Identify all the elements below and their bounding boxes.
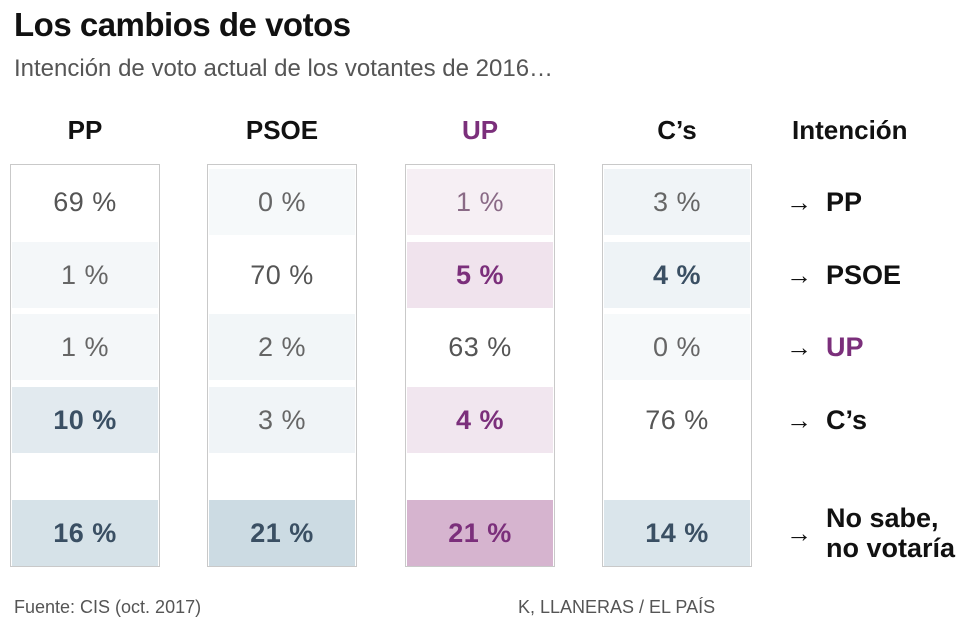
row-label-text: UP [826, 332, 864, 362]
cell-c-s-to-c-s: 76 % [604, 387, 750, 453]
column-header-psoe: PSOE [245, 115, 319, 145]
row-label-up: → UP [786, 314, 864, 380]
cell-up-to-no-sabe: 21 % [407, 500, 553, 566]
cell-psoe-to-no-sabe: 21 % [209, 500, 355, 566]
arrow-right-icon: → [786, 259, 812, 290]
column-frame-up [405, 164, 555, 567]
column-frame-pp [10, 164, 160, 567]
row-label-c-s: → C’s [786, 387, 867, 453]
cell-psoe-to-c-s: 3 % [209, 387, 355, 453]
cell-pp-to-c-s: 10 % [12, 387, 158, 453]
cell-c-s-to-psoe: 4 % [604, 242, 750, 308]
arrow-right-icon: → [786, 517, 812, 548]
cell-pp-to-psoe: 1 % [12, 242, 158, 308]
row-label-no-sabe: → No sabe, no votaría [786, 500, 955, 566]
cell-c-s-to-pp: 3 % [604, 169, 750, 235]
cell-up-to-psoe: 5 % [407, 242, 553, 308]
row-label-pp: → PP [786, 169, 862, 235]
cell-up-to-up: 63 % [407, 314, 553, 380]
arrow-right-icon: → [786, 186, 812, 217]
arrow-right-icon: → [786, 404, 812, 435]
cell-psoe-to-up: 2 % [209, 314, 355, 380]
row-label-psoe: → PSOE [786, 242, 901, 308]
chart-subtitle: Intención de voto actual de los votantes… [14, 55, 554, 82]
credit-note: K, LLANERAS / EL PAÍS [518, 597, 716, 617]
cell-pp-to-up: 1 % [12, 314, 158, 380]
column-header-pp: PP [67, 115, 103, 145]
cell-up-to-pp: 1 % [407, 169, 553, 235]
row-label-text: C’s [826, 405, 868, 435]
cell-up-to-c-s: 4 % [407, 387, 553, 453]
cell-pp-to-pp: 69 % [12, 169, 158, 235]
cell-pp-to-no-sabe: 16 % [12, 500, 158, 566]
cell-c-s-to-no-sabe: 14 % [604, 500, 750, 566]
row-label-text: PP [826, 187, 863, 217]
column-header-up: UP [461, 115, 499, 145]
row-label-text: No sabe, no votaría [826, 503, 956, 563]
column-frame-c-s [602, 164, 752, 567]
cell-psoe-to-pp: 0 % [209, 169, 355, 235]
source-note: Fuente: CIS (oct. 2017) [14, 597, 202, 617]
arrow-right-icon: → [786, 331, 812, 362]
rows-header: Intención [792, 115, 908, 145]
column-frame-psoe [207, 164, 357, 567]
cell-c-s-to-up: 0 % [604, 314, 750, 380]
chart-title: Los cambios de votos [14, 6, 351, 43]
row-label-text: PSOE [826, 260, 902, 290]
column-header-c-s: C’s [657, 115, 697, 145]
cell-psoe-to-psoe: 70 % [209, 242, 355, 308]
